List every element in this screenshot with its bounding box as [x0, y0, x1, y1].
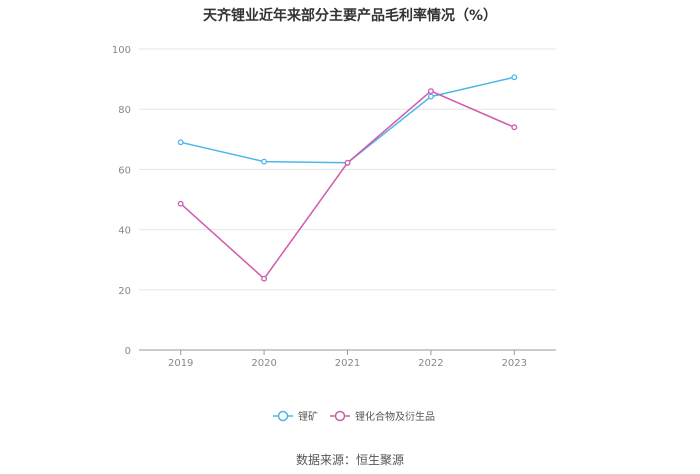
- y-tick-label: 100: [112, 45, 131, 56]
- x-tick-label: 2019: [168, 358, 193, 369]
- legend[interactable]: 锂矿 锂化合物及衍生品: [273, 410, 435, 423]
- legend-item-0[interactable]: 锂矿: [273, 410, 318, 423]
- data-point[interactable]: [511, 124, 518, 131]
- data-point[interactable]: [427, 88, 434, 95]
- axes: 0 20 40 60 80 100 2019 2020 2021 2022 2023: [112, 45, 556, 369]
- legend-item-1[interactable]: 锂化合物及衍生品: [330, 410, 435, 423]
- legend-label: 锂矿: [298, 410, 318, 423]
- data-point[interactable]: [177, 200, 184, 207]
- x-tick-label: 2022: [418, 358, 443, 369]
- legend-marker-icon: [277, 410, 289, 422]
- x-tick-label: 2021: [335, 358, 360, 369]
- source-note: 数据来源：恒生聚源: [295, 453, 404, 467]
- y-tick-label: 0: [125, 346, 131, 357]
- data-point[interactable]: [344, 159, 351, 166]
- chart-title: 天齐锂业近年来部分主要产品毛利率情况（%）: [202, 8, 498, 24]
- y-tick-label: 20: [118, 286, 131, 297]
- data-point[interactable]: [261, 275, 268, 282]
- y-tick-label: 60: [118, 165, 131, 176]
- series-layer: [177, 74, 518, 282]
- data-point[interactable]: [261, 158, 268, 165]
- data-point[interactable]: [177, 139, 184, 146]
- data-point[interactable]: [427, 93, 434, 100]
- legend-label: 锂化合物及衍生品: [355, 410, 435, 423]
- y-tick-label: 40: [118, 226, 131, 237]
- y-tick-label: 80: [118, 105, 131, 116]
- series-line-0: [180, 76, 515, 164]
- x-tick-label: 2020: [251, 358, 276, 369]
- data-point[interactable]: [511, 74, 518, 81]
- grid-lines: [139, 48, 556, 291]
- legend-marker-icon: [334, 410, 346, 422]
- x-tick-label: 2023: [502, 358, 527, 369]
- series-line-1: [180, 90, 515, 280]
